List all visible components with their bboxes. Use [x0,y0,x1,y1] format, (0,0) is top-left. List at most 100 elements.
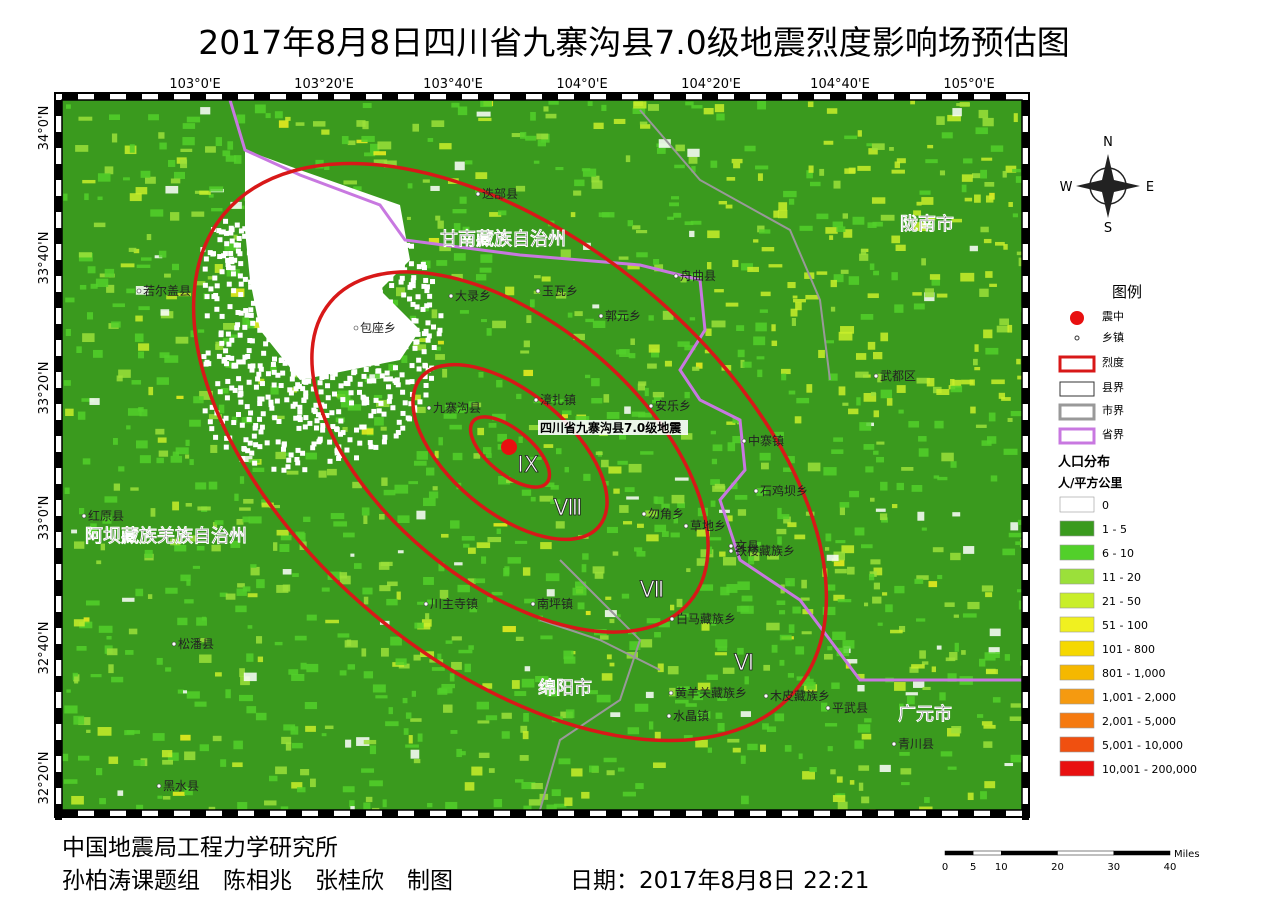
population-cell [160,309,170,316]
population-cell [232,257,238,263]
frame-segment [414,93,430,100]
population-cell [73,715,85,725]
population-cell [644,387,649,397]
population-cell [185,439,190,447]
region-label: 陇南市 [900,213,954,235]
population-cell [898,409,904,414]
population-cell [451,661,462,670]
population-cell [214,296,220,302]
population-cell [104,268,115,278]
population-cell [233,234,238,240]
compass-rose [1076,154,1140,218]
population-cell [475,189,480,195]
population-cell [545,113,557,119]
frame-segment [254,810,270,817]
population-cell [281,736,292,745]
population-cell [1003,448,1018,455]
population-cell [416,451,428,460]
longitude-label: 105°0'E [943,77,994,92]
population-cell [637,383,646,391]
population-cell [514,540,528,544]
population-cell [982,117,994,127]
population-cell [236,235,242,241]
population-cell [457,106,468,116]
population-cell [194,701,207,707]
population-cell [191,211,205,217]
frame-segment [382,810,398,817]
population-cell [104,527,112,533]
population-cell [787,456,795,464]
population-cell [363,366,369,372]
scale-tick-label: 20 [1051,862,1064,873]
population-cell [861,733,872,740]
population-cell [689,317,696,321]
population-cell [454,562,463,566]
longitude-label: 104°20'E [681,77,741,92]
frame-segment [1022,228,1029,244]
population-cell [253,442,259,448]
population-cell [421,349,427,355]
population-cell [208,481,218,490]
population-cell [293,386,299,392]
town-marker [728,548,734,554]
population-cell [364,152,376,157]
population-cell [824,547,830,551]
population-cell [126,288,135,294]
population-cell [459,310,469,314]
population-cell [825,227,838,234]
population-cell [842,402,849,406]
population-cell [174,544,187,552]
population-cell [476,111,491,117]
population-cell [129,193,142,202]
population-cell [219,269,225,275]
population-cell [152,733,165,741]
population-cell [529,456,542,460]
population-cell [221,253,227,259]
population-cell [238,385,244,391]
compass-label: E [1146,180,1154,195]
population-cell [236,359,242,365]
population-cell [284,452,290,457]
population-cell [544,482,555,487]
population-cell [714,652,727,656]
population-cell [449,424,462,430]
frame-segment [158,93,174,100]
population-cell [361,373,367,379]
population-cell [795,301,802,311]
population-cell [303,516,311,523]
population-cell [65,408,74,417]
population-cell [205,350,211,356]
population-cell [87,528,98,535]
population-cell [428,237,440,244]
population-cell [873,270,880,276]
population-cell [173,171,186,180]
population-cell [671,494,685,504]
population-cell [760,744,766,752]
population-cell [895,244,906,251]
population-cell [230,288,245,297]
population-cell [981,157,993,161]
population-cell [334,448,340,454]
frame-segment [510,810,526,817]
population-cell [303,415,309,421]
population-cell [412,344,427,351]
longitude-label: 103°20'E [294,77,354,92]
legend-symbol [1058,403,1096,421]
population-cell [684,345,696,351]
population-cell [1010,411,1022,417]
population-cell [208,806,216,810]
legend-symbol [1058,355,1096,373]
scale-segment [1113,850,1171,856]
population-cell [699,584,714,591]
population-cell [366,378,372,384]
population-cell [274,398,280,404]
population-cell [410,301,416,307]
frame-segment [350,810,366,817]
population-cell [956,103,970,107]
population-cell [380,426,387,431]
population-cell [242,233,248,239]
frame-segment [55,324,62,340]
population-cell [827,646,833,651]
population-cell [125,650,134,655]
population-cell [242,516,250,523]
